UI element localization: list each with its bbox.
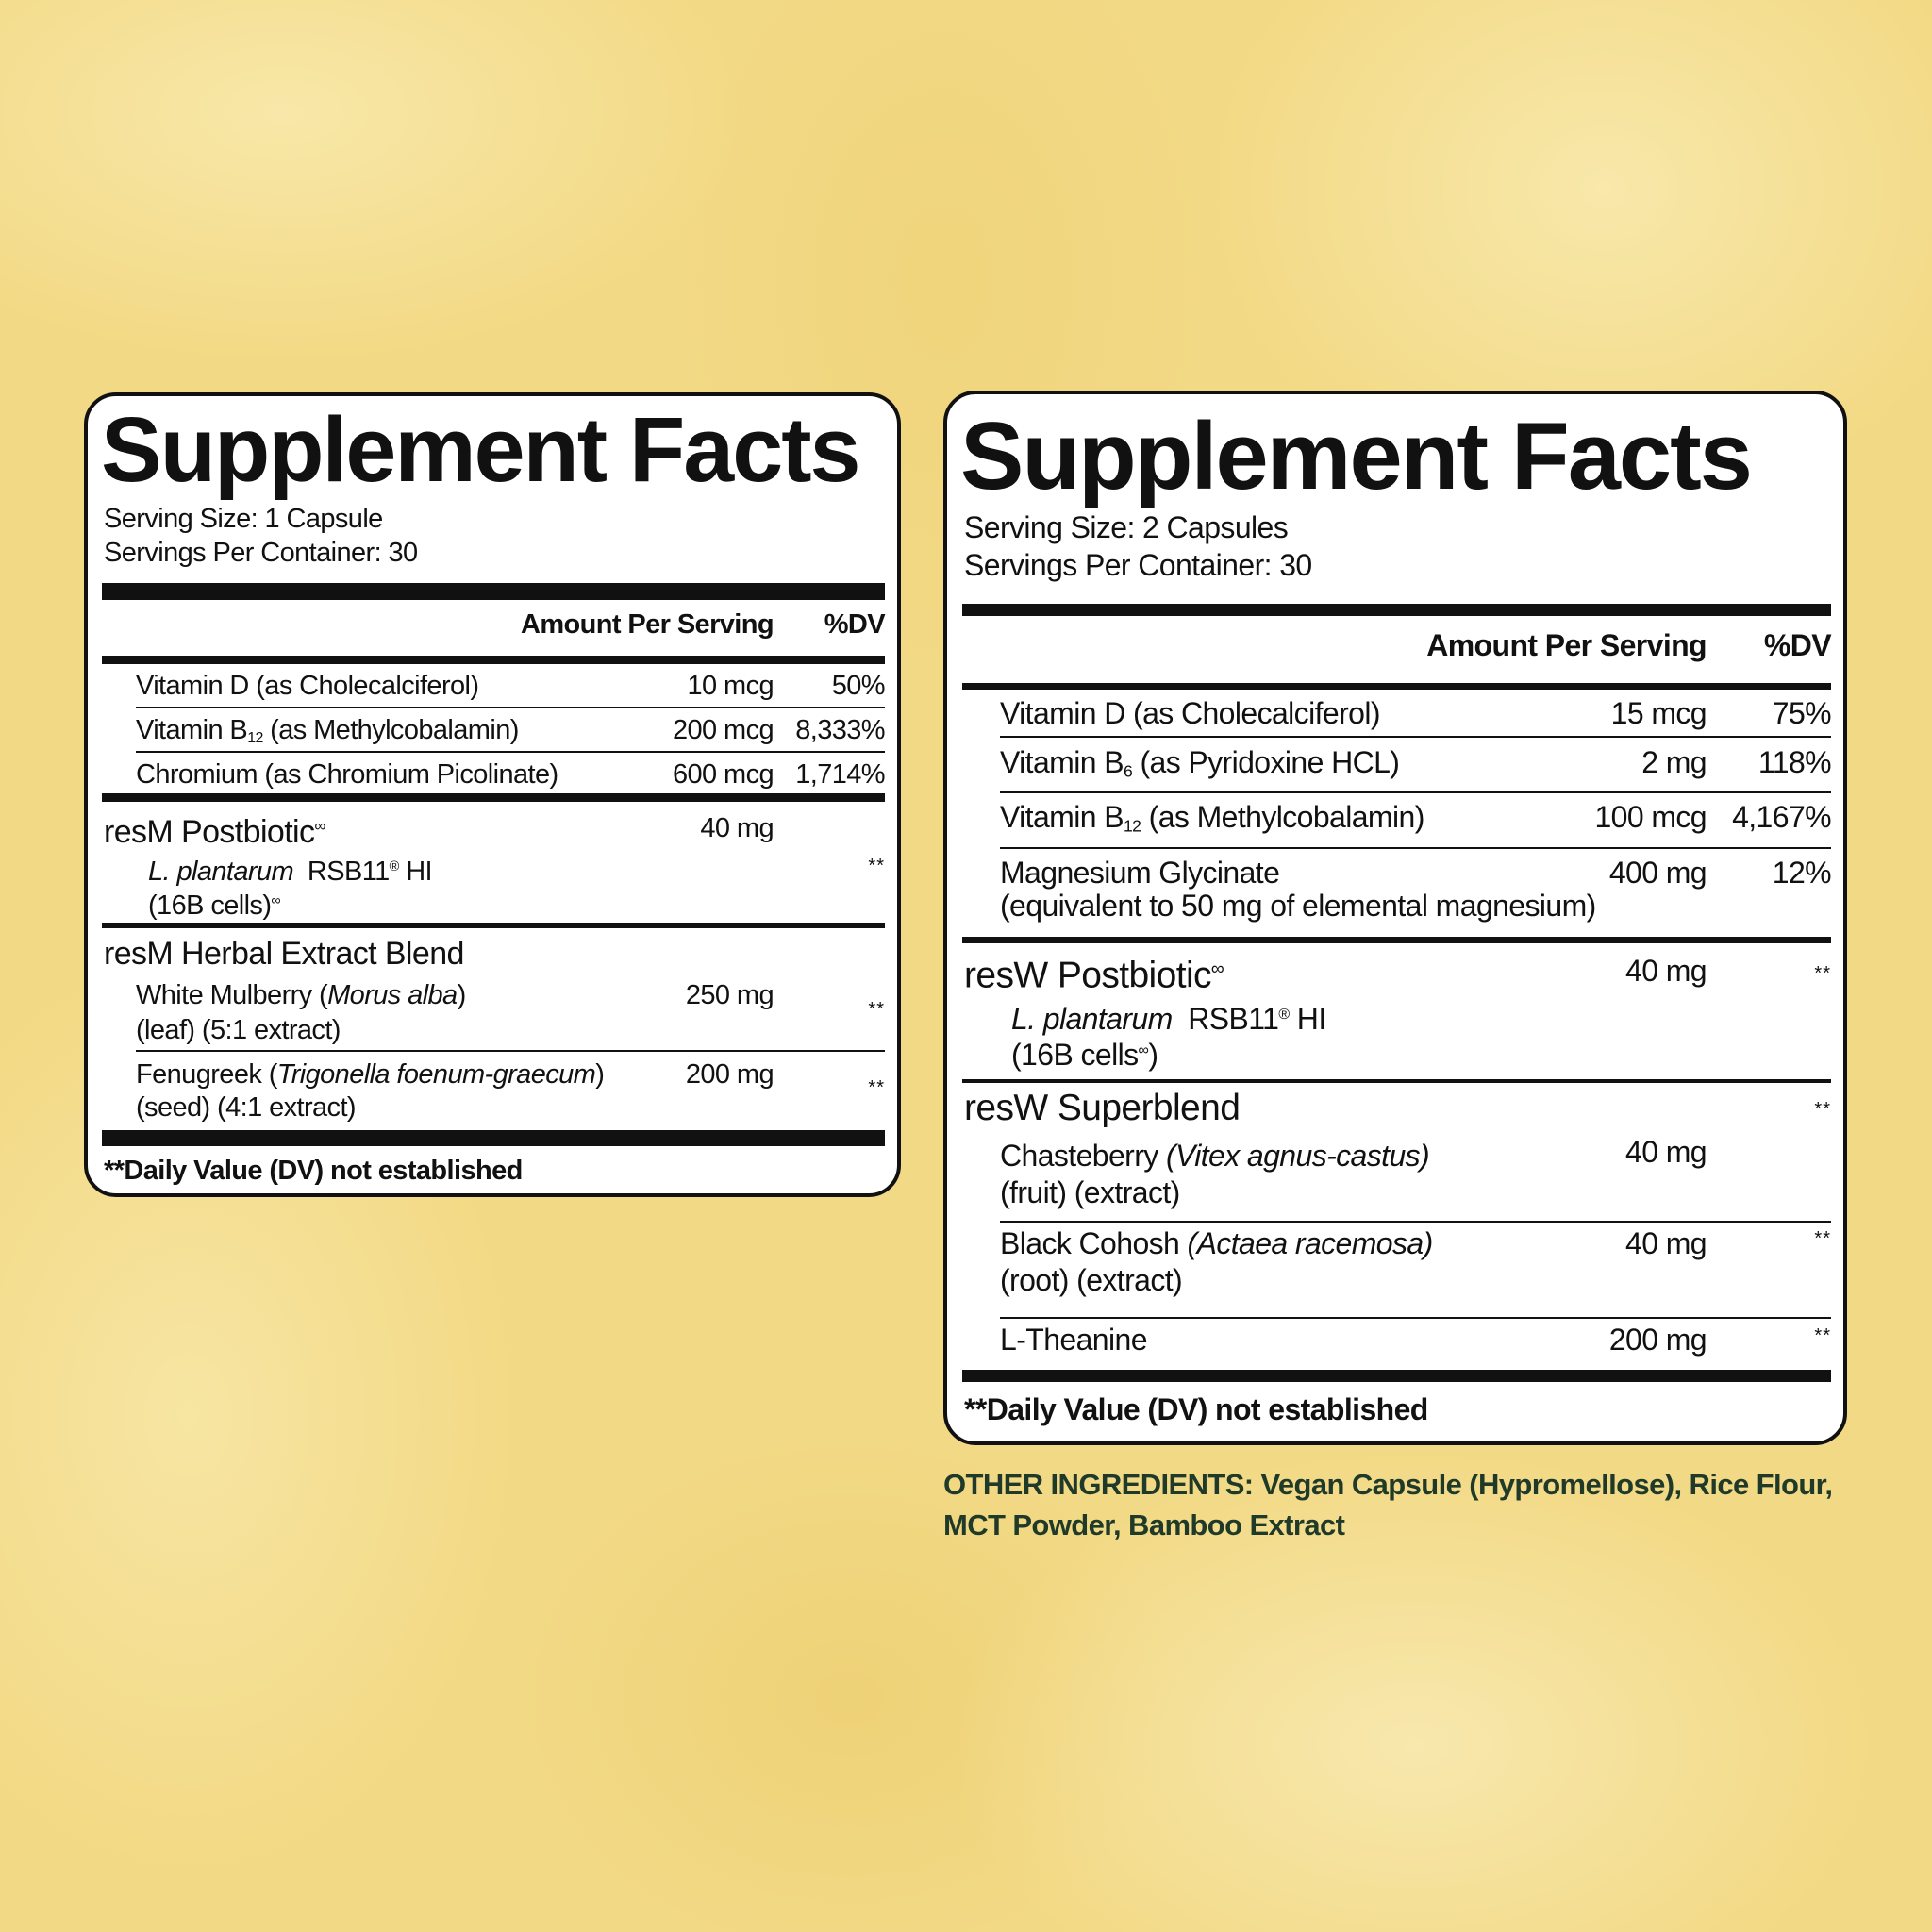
dv-not-established-mark: **: [1814, 1099, 1831, 1120]
other-ingredients-text: Vegan Capsule (Hypromellose), Rice Flour…: [943, 1468, 1833, 1541]
divider-medium: [102, 656, 885, 664]
dv-not-established-mark: **: [1814, 1325, 1831, 1346]
postbiotic-name: resW Postbiotic∞: [964, 955, 1224, 996]
postbiotic-cells: (16B cells∞): [1011, 1038, 1158, 1073]
blend-item-name: Black Cohosh (Actaea racemosa): [1000, 1226, 1433, 1260]
nutrient-amount: 15 mcg: [1610, 696, 1707, 730]
panel-title: Supplement Facts: [960, 404, 1753, 509]
supplement-facts-panel-right: [943, 391, 1847, 1445]
nutrient-name: Chromium (as Chromium Picolinate): [136, 759, 558, 790]
header-amount: Amount Per Serving: [521, 609, 774, 640]
blend-item-amount: 200 mg: [1608, 1323, 1707, 1357]
row-divider: [1000, 791, 1831, 793]
blend-item-amount: 250 mg: [685, 980, 774, 1010]
nutrient-name: Vitamin B12 (as Methylcobalamin): [136, 715, 519, 746]
postbiotic-amount: 40 mg: [700, 813, 774, 843]
row-divider: [136, 751, 885, 753]
serving-size: Serving Size: 2 Capsules: [964, 510, 1289, 544]
divider-thick: [102, 1130, 885, 1146]
blend-item-amount: 200 mg: [685, 1059, 774, 1090]
blend-item-amount: 40 mg: [1625, 1226, 1707, 1260]
divider-medium: [102, 793, 885, 802]
nutrient-amount: 100 mcg: [1594, 800, 1707, 834]
panel-title: Supplement Facts: [101, 398, 860, 501]
blend-item-detail: (leaf) (5:1 extract): [136, 1015, 341, 1045]
nutrient-name: Magnesium Glycinate: [1000, 856, 1280, 890]
nutrient-dv: 75%: [1772, 696, 1832, 730]
row-divider: [1000, 736, 1831, 738]
nutrient-dv: 12%: [1772, 856, 1832, 890]
row-divider: [1000, 847, 1831, 849]
postbiotic-cells: (16B cells)∞: [148, 891, 281, 922]
row-divider: [1000, 1317, 1831, 1319]
divider-medium: [962, 937, 1831, 943]
nutrient-amount: 200 mcg: [672, 715, 774, 745]
nutrient-dv: 50%: [831, 671, 886, 701]
nutrient-name: Vitamin D (as Cholecalciferol): [1000, 696, 1381, 730]
footnote: **Daily Value (DV) not established: [964, 1392, 1428, 1426]
header-amount: Amount Per Serving: [1426, 628, 1707, 662]
row-divider: [136, 707, 885, 708]
nutrient-name: Vitamin B12 (as Methylcobalamin): [1000, 800, 1424, 836]
blend-item-amount: 40 mg: [1625, 1135, 1707, 1169]
postbiotic-amount: 40 mg: [1625, 954, 1707, 988]
blend-item-name: L-Theanine: [1000, 1323, 1148, 1357]
divider-medium: [962, 1079, 1831, 1083]
header-dv: %DV: [824, 609, 886, 640]
other-ingredients: OTHER INGREDIENTS: Vegan Capsule (Hyprom…: [943, 1464, 1849, 1545]
nutrient-amount: 10 mcg: [687, 671, 774, 701]
servings-per-container: Servings Per Container: 30: [104, 538, 418, 568]
dv-not-established-mark: **: [868, 856, 885, 876]
nutrient-dv: 4,167%: [1732, 800, 1832, 834]
nutrient-amount: 2 mg: [1641, 745, 1707, 779]
dv-not-established-mark: **: [868, 1077, 885, 1098]
footnote: **Daily Value (DV) not established: [104, 1156, 523, 1186]
divider-thick: [962, 604, 1831, 616]
nutrient-name: Vitamin B6 (as Pyridoxine HCL): [1000, 745, 1400, 781]
nutrient-dv: 1,714%: [795, 759, 885, 790]
blend-name: resM Herbal Extract Blend: [104, 936, 464, 972]
blend-item-name: Chasteberry (Vitex agnus-castus): [1000, 1139, 1430, 1173]
dv-not-established-mark: **: [868, 999, 885, 1020]
nutrient-detail: (equivalent to 50 mg of elemental magnes…: [1000, 889, 1596, 923]
row-divider: [136, 1050, 885, 1052]
blend-item-name: Fenugreek (Trigonella foenum-graecum): [136, 1059, 605, 1090]
blend-item-name: White Mulberry (Morus alba): [136, 980, 466, 1010]
postbiotic-strain: L. plantarum RSB11® HI: [1011, 1002, 1326, 1037]
serving-size: Serving Size: 1 Capsule: [104, 504, 383, 534]
dv-not-established-mark: **: [1814, 963, 1831, 984]
nutrient-amount: 600 mcg: [672, 759, 774, 790]
header-dv: %DV: [1763, 628, 1832, 662]
divider-thick: [962, 1370, 1831, 1382]
postbiotic-strain: L. plantarum RSB11® HI: [148, 857, 433, 888]
servings-per-container: Servings Per Container: 30: [964, 548, 1312, 582]
nutrient-dv: 118%: [1757, 745, 1832, 779]
row-divider: [1000, 1221, 1831, 1223]
nutrient-name: Vitamin D (as Cholecalciferol): [136, 671, 479, 701]
nutrient-dv: 8,333%: [795, 715, 885, 745]
dv-not-established-mark: **: [1814, 1228, 1831, 1249]
nutrient-amount: 400 mg: [1608, 856, 1707, 890]
divider-medium: [962, 683, 1831, 690]
divider-thick: [102, 583, 885, 600]
divider-medium: [102, 923, 885, 928]
blend-item-detail: (fruit) (extract): [1000, 1175, 1180, 1209]
other-ingredients-label: OTHER INGREDIENTS:: [943, 1468, 1254, 1501]
blend-item-detail: (root) (extract): [1000, 1263, 1183, 1297]
blend-item-detail: (seed) (4:1 extract): [136, 1092, 357, 1123]
postbiotic-name: resM Postbiotic∞: [104, 813, 326, 850]
blend-name: resW Superblend: [964, 1088, 1241, 1128]
